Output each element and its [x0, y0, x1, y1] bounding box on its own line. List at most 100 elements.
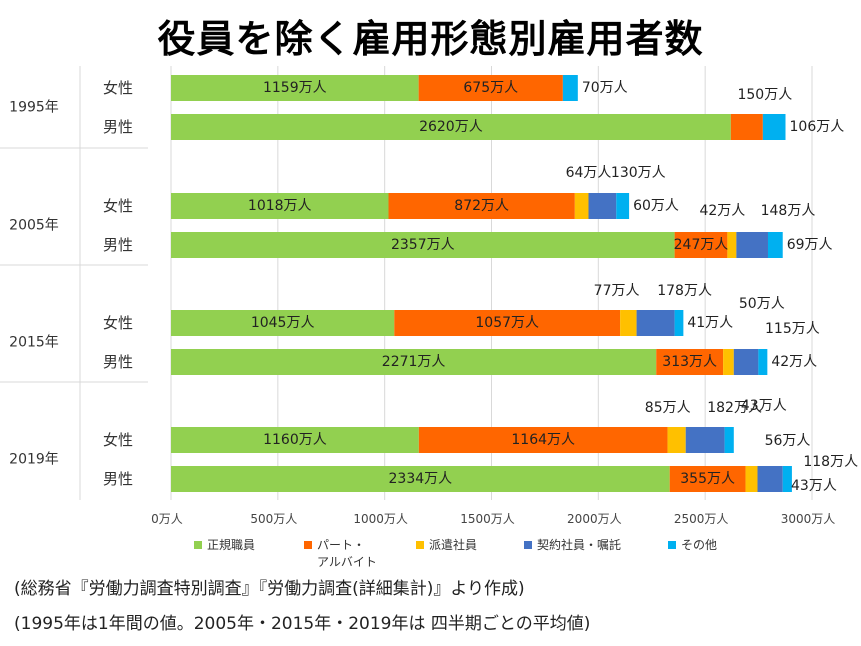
data-label: 1045万人 — [251, 315, 315, 331]
row-label: 女性 — [103, 197, 133, 215]
data-label: 43万人 — [741, 398, 787, 414]
data-label: 60万人 — [633, 198, 679, 214]
data-label: 148万人 — [761, 203, 816, 219]
bar-segment — [171, 349, 657, 375]
bar-segment — [758, 349, 768, 375]
bar-segment — [730, 114, 763, 140]
bar-segment — [767, 232, 783, 258]
data-label: 2620万人 — [419, 119, 483, 135]
legend-label: 派遣社員 — [429, 537, 477, 552]
data-label: 2334万人 — [389, 471, 453, 487]
legend-swatch — [194, 541, 202, 549]
year-label: 2005年 — [9, 218, 59, 234]
bar-segment — [418, 427, 668, 453]
data-label: 313万人 — [662, 354, 717, 370]
bar-segment — [562, 75, 578, 101]
data-label: 675万人 — [463, 80, 518, 96]
legend-label: アルバイト — [317, 555, 377, 569]
bar-segment — [588, 193, 617, 219]
data-label: 69万人 — [787, 237, 833, 253]
bar-segment — [745, 466, 758, 492]
data-label: 872万人 — [454, 198, 509, 214]
bar-segment — [171, 466, 670, 492]
row-label: 男性 — [103, 236, 133, 254]
legend-label: パート・ — [317, 538, 365, 552]
data-label: 1057万人 — [475, 315, 539, 331]
row-label: 女性 — [103, 314, 133, 332]
year-label: 2015年 — [9, 335, 59, 351]
data-label: 43万人 — [791, 478, 837, 494]
data-label: 56万人 — [765, 433, 811, 449]
legend-label: 契約社員・嘱託 — [537, 537, 621, 552]
x-tick-label: 0万人 — [151, 512, 183, 526]
bar-segment — [669, 466, 746, 492]
data-label: 130万人 — [611, 165, 666, 181]
bar-segment — [667, 427, 686, 453]
bar-segment — [674, 232, 728, 258]
bar-segment — [418, 75, 563, 101]
data-label: 41万人 — [687, 315, 733, 331]
row-label: 男性 — [103, 353, 133, 371]
bar-segment — [782, 466, 792, 492]
bar-segment — [620, 310, 637, 336]
data-label: 77万人 — [594, 283, 640, 299]
bar-segment — [733, 349, 759, 375]
legend-swatch — [524, 541, 532, 549]
row-label: 女性 — [103, 79, 133, 97]
row-label: 男性 — [103, 118, 133, 136]
bar-segment — [727, 232, 737, 258]
bar-segment — [394, 310, 621, 336]
data-label: 1018万人 — [248, 198, 312, 214]
bar-segment — [171, 193, 389, 219]
data-label: 64万人 — [566, 165, 612, 181]
x-tick-label: 2500万人 — [674, 512, 729, 526]
x-tick-label: 1500万人 — [460, 512, 515, 526]
data-label: 247万人 — [674, 237, 729, 253]
bar-segment — [574, 193, 589, 219]
bar-segment — [616, 193, 630, 219]
data-label: 42万人 — [699, 203, 745, 219]
data-label: 1164万人 — [511, 432, 575, 448]
bar-segment — [736, 232, 768, 258]
source-note: (総務省『労働力調査特別調査』『労働力調査(詳細集計)』より作成) — [14, 579, 525, 599]
data-label: 2271万人 — [382, 354, 446, 370]
bar-segment — [171, 75, 419, 101]
legend-label: 正規職員 — [207, 537, 255, 552]
page-title: 役員を除く雇用形態別雇用者数 — [157, 17, 704, 61]
row-label: 女性 — [103, 431, 133, 449]
data-label: 1159万人 — [263, 80, 327, 96]
data-label: 118万人 — [803, 454, 858, 470]
data-label: 150万人 — [737, 87, 792, 103]
bar-segment — [757, 466, 783, 492]
data-label: 2357万人 — [391, 237, 455, 253]
year-label: 2019年 — [9, 452, 59, 468]
legend-swatch — [304, 541, 312, 549]
bar-segment — [656, 349, 724, 375]
x-tick-label: 3000万人 — [781, 512, 836, 526]
bar-segment — [762, 114, 786, 140]
bar-segment — [171, 310, 395, 336]
bar-segment — [685, 427, 725, 453]
bar-segment — [171, 114, 731, 140]
bar-segment — [723, 349, 734, 375]
data-label: 178万人 — [657, 283, 712, 299]
data-label: 355万人 — [680, 471, 735, 487]
data-label: 70万人 — [582, 80, 628, 96]
legend-label: その他 — [681, 538, 717, 552]
bar-segment — [171, 427, 419, 453]
data-label: 85万人 — [645, 400, 691, 416]
legend-swatch — [416, 541, 424, 549]
row-label: 男性 — [103, 470, 133, 488]
data-label: 1160万人 — [263, 432, 327, 448]
bar-segment — [636, 310, 675, 336]
bar-segment — [388, 193, 575, 219]
bar-segment — [724, 427, 734, 453]
year-label: 1995年 — [9, 100, 59, 116]
x-tick-label: 2000万人 — [567, 512, 622, 526]
data-label: 42万人 — [771, 354, 817, 370]
period-note: (1995年は1年間の値。2005年・2015年・2019年は 四半期ごとの平均… — [14, 614, 591, 634]
bar-segment — [171, 232, 675, 258]
data-label: 115万人 — [765, 321, 820, 337]
data-label: 50万人 — [739, 296, 785, 312]
